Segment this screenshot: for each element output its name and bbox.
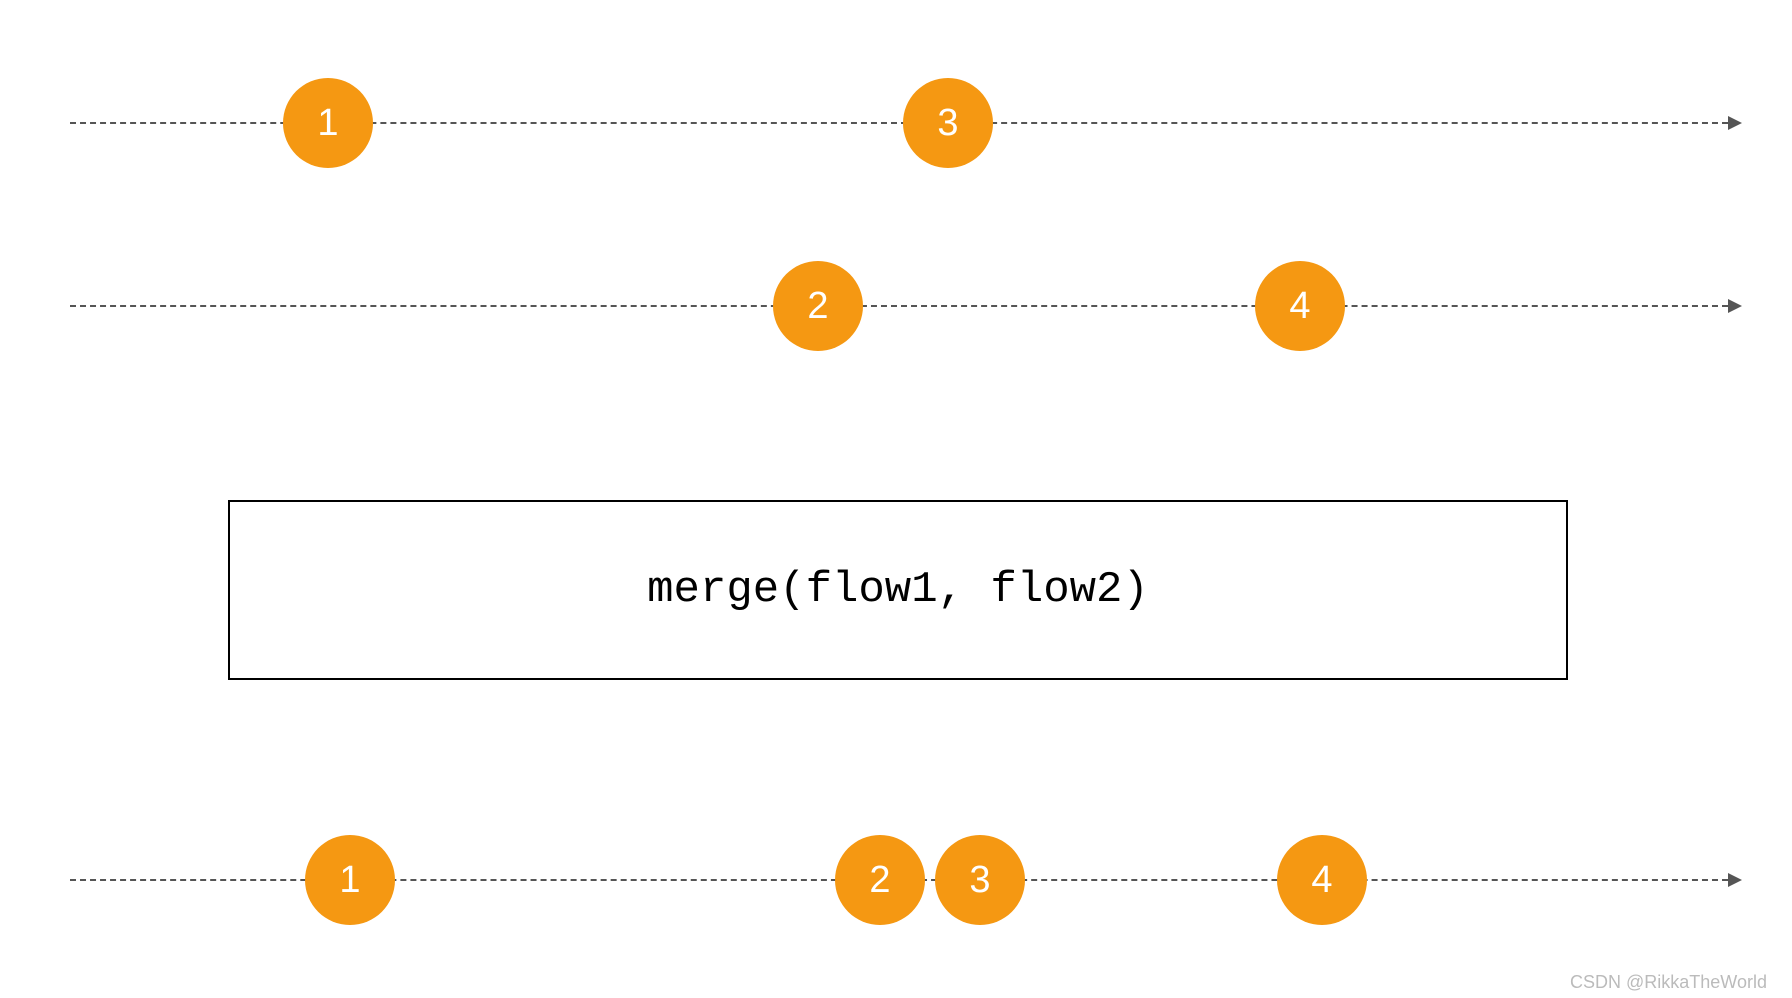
marble: 1 [305, 835, 395, 925]
marble: 4 [1277, 835, 1367, 925]
timeline-axis [70, 305, 1728, 307]
timeline-arrowhead [1728, 299, 1742, 313]
marble-label: 1 [317, 102, 338, 145]
timeline-flow2: 2 4 [0, 261, 1792, 351]
timeline-flow1: 1 3 [0, 78, 1792, 168]
operator-label: merge(flow1, flow2) [647, 565, 1149, 615]
marble-label: 2 [869, 859, 890, 902]
marble: 2 [835, 835, 925, 925]
timeline-result: 1 2 3 4 [0, 835, 1792, 925]
marble: 4 [1255, 261, 1345, 351]
operator-box: merge(flow1, flow2) [228, 500, 1568, 680]
marble-label: 2 [807, 285, 828, 328]
marble: 3 [935, 835, 1025, 925]
watermark-text: CSDN @RikkaTheWorld [1570, 972, 1767, 993]
marble: 2 [773, 261, 863, 351]
marble-label: 3 [969, 859, 990, 902]
marble: 1 [283, 78, 373, 168]
marble-label: 3 [937, 102, 958, 145]
marble-label: 1 [339, 859, 360, 902]
timeline-arrowhead [1728, 873, 1742, 887]
timeline-arrowhead [1728, 116, 1742, 130]
marble-label: 4 [1289, 285, 1310, 328]
marble: 3 [903, 78, 993, 168]
marble-label: 4 [1311, 859, 1332, 902]
